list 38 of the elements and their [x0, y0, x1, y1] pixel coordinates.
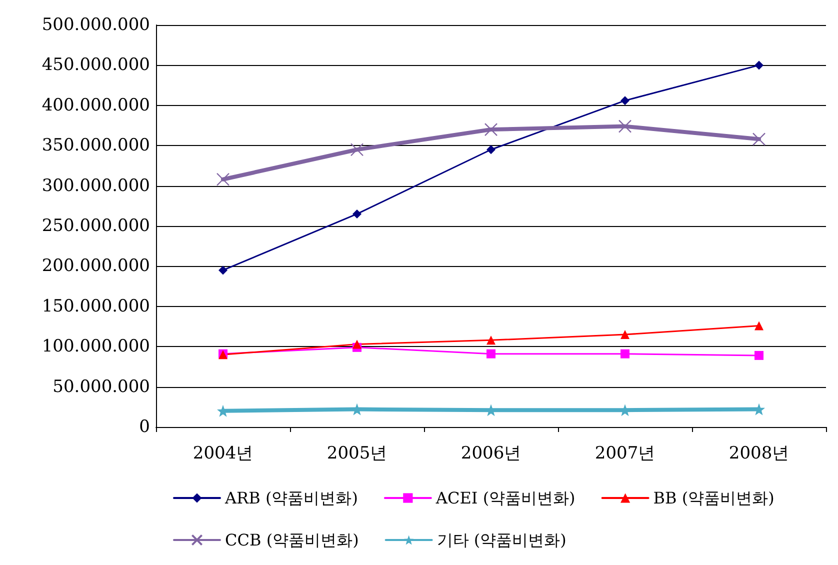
y-tick-label: 400.000.000: [42, 95, 150, 116]
point: [486, 336, 496, 345]
legend-label: CCB (약품비변화): [225, 530, 359, 550]
point: [754, 60, 764, 70]
legend-label: BB (약품비변화): [653, 488, 774, 508]
x-tick-label: 2007년: [594, 444, 656, 464]
y-tick-label: 500.000.000: [42, 15, 150, 35]
y-tick-label: 150.000.000: [42, 296, 150, 316]
x-tick-label: 2004년: [192, 444, 254, 464]
point: [620, 349, 630, 358]
y-tick-label: 300.000.000: [42, 176, 150, 196]
y-tick-label: 350.000.000: [42, 136, 150, 156]
x-tick-label: 2006년: [460, 444, 522, 464]
legend-label: ACEI (약품비변화): [434, 488, 576, 508]
y-tick-label: 50.000.000: [52, 376, 150, 397]
point: [484, 122, 498, 136]
x-tick-label: 2008년: [728, 444, 790, 464]
y-tick-label: 200.000.000: [42, 256, 150, 276]
y-tick-label: 100.000.000: [42, 336, 150, 357]
point: [486, 145, 496, 154]
point: [754, 350, 764, 360]
y-tick-label: 250.000.000: [42, 216, 150, 236]
point: [620, 96, 630, 106]
point: [752, 132, 766, 146]
point: [352, 209, 362, 218]
point: [218, 266, 228, 275]
legend-label: ARB (약품비변화): [224, 488, 358, 508]
y-tick-label: 450.000.000: [42, 55, 150, 76]
point: [620, 330, 630, 340]
y-tick-label: 0: [139, 417, 150, 437]
point: [350, 143, 364, 156]
legend-label: 기타 (약품비변화): [436, 530, 566, 550]
x-tick-label: 2005년: [326, 444, 388, 464]
point: [216, 172, 230, 186]
point: [618, 120, 632, 133]
point: [754, 321, 764, 330]
point: [486, 349, 496, 358]
point: [352, 340, 362, 349]
